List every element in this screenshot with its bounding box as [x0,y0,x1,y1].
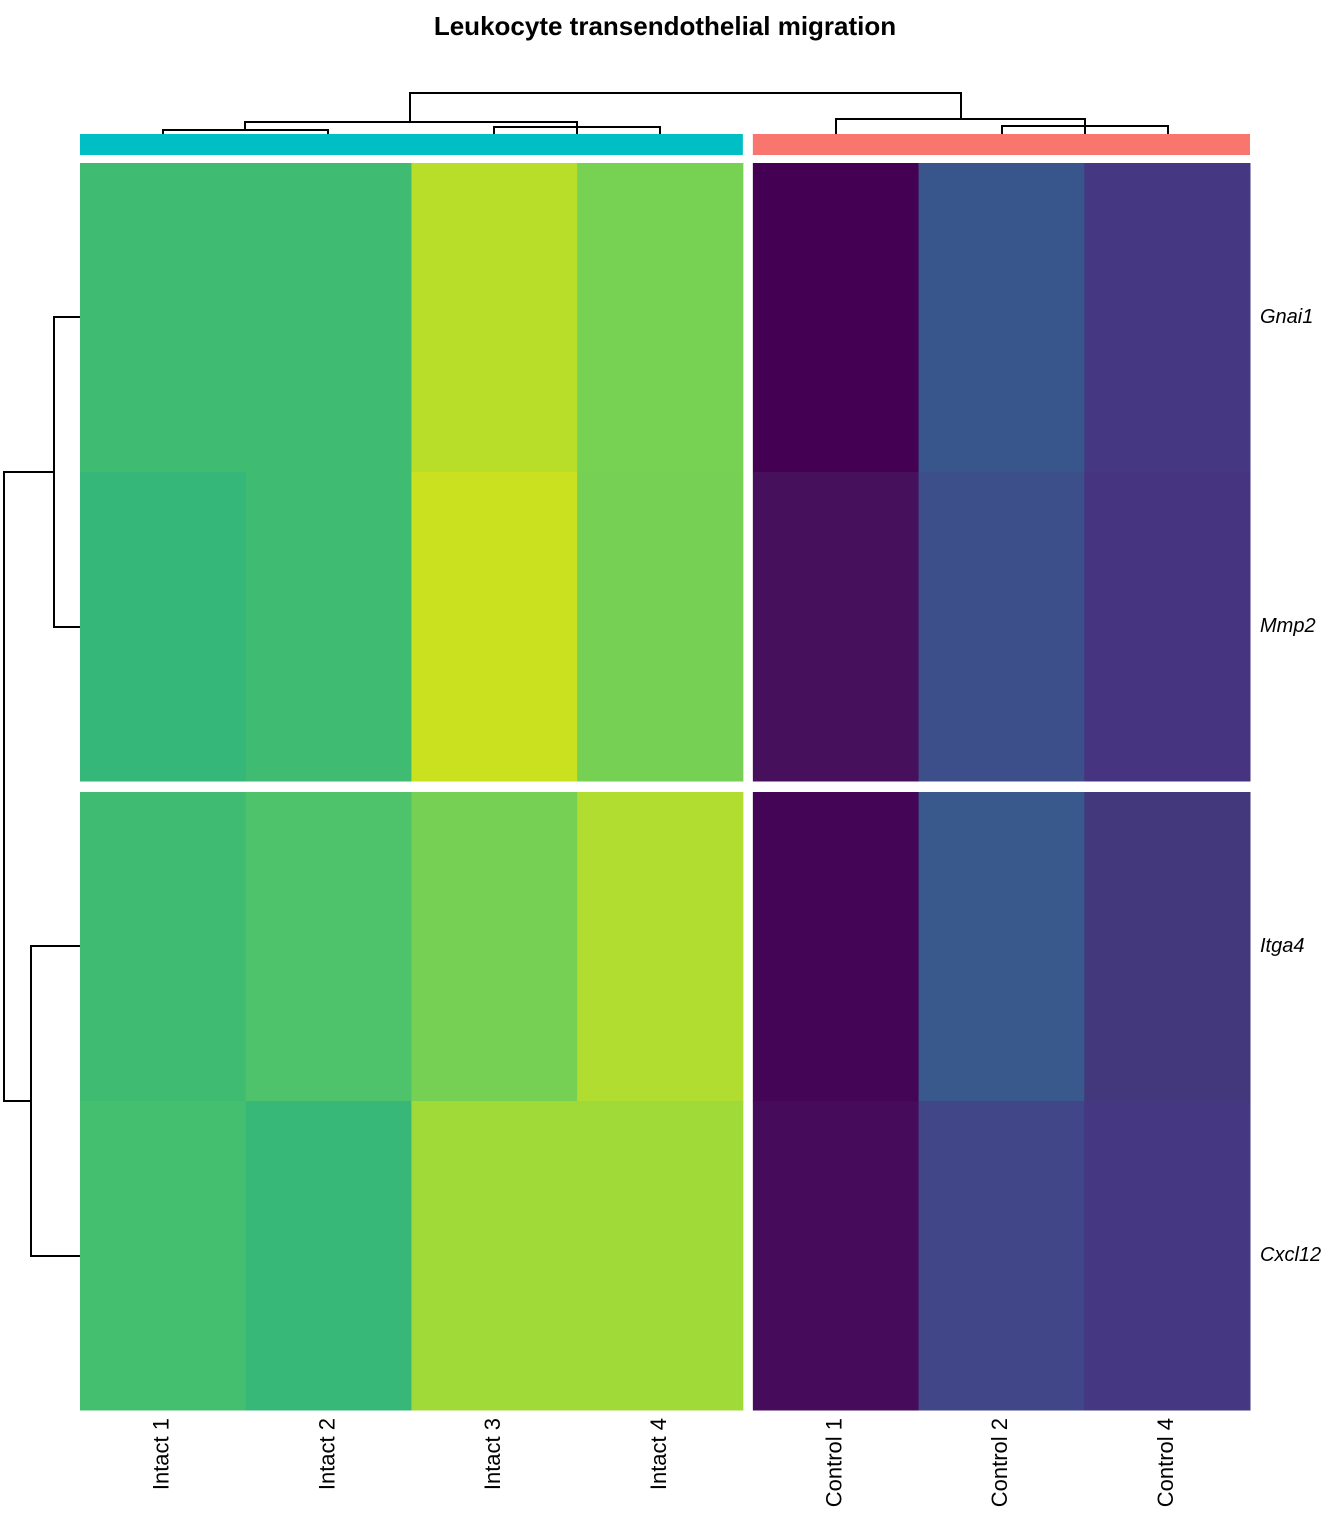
annotation-bar [752,134,1250,155]
heatmap-cell [80,472,247,782]
heatmap-cell [1084,1101,1251,1411]
heatmap-cell [80,792,247,1102]
heatmap-cell [752,472,920,782]
heatmap-cell [411,163,578,473]
heatmap-cell [245,1101,412,1411]
heatmap-cell [577,163,744,473]
column-label: Control 4 [1153,1418,1178,1507]
row-dendrogram [3,316,80,1257]
heatmap-cell [918,472,1085,782]
column-dendrogram [162,92,1169,134]
heatmap-cell [245,792,412,1102]
heatmap-cell [577,472,744,782]
column-label: Intact 3 [480,1418,505,1490]
heatmap-cell [918,792,1085,1102]
heatmap-cell [752,792,920,1102]
heatmap-cell [411,792,578,1102]
heatmap-cell [752,1101,920,1411]
row-label: Mmp2 [1260,615,1316,637]
heatmap-cell [752,163,920,473]
chart-title: Leukocyte transendothelial migration [434,11,896,41]
annotation-bar [80,134,743,155]
heatmap-cell [411,472,578,782]
column-label: Intact 1 [149,1418,174,1490]
column-label: Control 2 [987,1418,1012,1507]
column-label: Control 1 [822,1418,847,1507]
heatmap-cell [577,792,744,1102]
heatmap-cell [918,1101,1085,1411]
column-label: Intact 4 [646,1418,671,1490]
heatmap-cell [245,472,412,782]
heatmap-cell [245,163,412,473]
column-label: Intact 2 [314,1418,339,1490]
row-label: Cxcl12 [1260,1244,1321,1266]
heatmap-cell [1084,163,1251,473]
row-label: Gnai1 [1260,306,1313,328]
heatmap-cell [577,1101,744,1411]
row-label: Itga4 [1260,935,1304,957]
heatmap-cell [80,163,247,473]
heatmap-cell [1084,472,1251,782]
heatmap-cell [411,1101,578,1411]
heatmap-cell [918,163,1085,473]
heatmap-cell [80,1101,247,1411]
heatmap-cell [1084,792,1251,1102]
